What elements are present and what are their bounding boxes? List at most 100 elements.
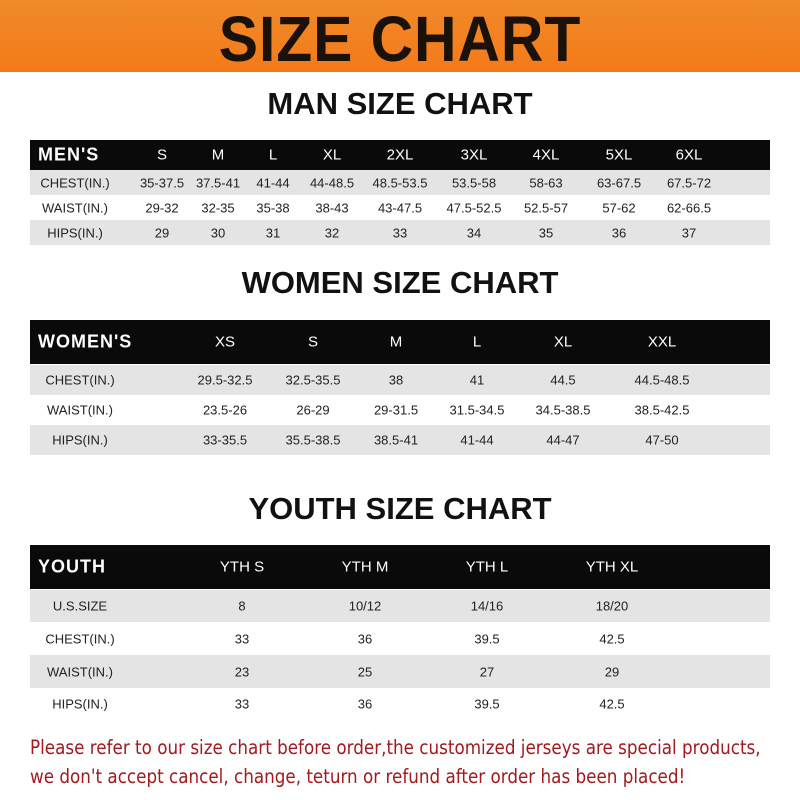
table-cell: 29-32 xyxy=(145,200,179,215)
table-cell: 33 xyxy=(234,696,250,711)
size-header: YTH M xyxy=(341,558,389,576)
table-row: HIPS(IN.) 33 36 39.5 42.5 xyxy=(30,688,770,719)
table-cell: 14/16 xyxy=(470,598,504,614)
women-header-row: WOMEN'S XS S M L XL XXL xyxy=(30,320,770,364)
size-header: XS xyxy=(214,333,236,351)
table-cell: 29-31.5 xyxy=(373,402,419,418)
table-cell: 47-50 xyxy=(645,432,679,448)
table-cell: 58-63 xyxy=(529,175,563,190)
table-row: U.S.SIZE 8 10/12 14/16 18/20 xyxy=(30,590,770,622)
table-cell: 27 xyxy=(479,664,495,679)
table-cell: 63-67.5 xyxy=(596,175,642,190)
table-cell: 38.5-42.5 xyxy=(634,402,690,418)
table-cell: 35.5-38.5 xyxy=(285,432,341,448)
notice-line-1: Please refer to our size chart before or… xyxy=(30,736,761,759)
size-header: YTH XL xyxy=(585,558,639,576)
table-cell: 33 xyxy=(392,225,408,240)
table-row: CHEST(IN.) 35-37.5 37.5-41 41-44 44-48.5 48.5… xyxy=(30,170,770,195)
table-cell: 29 xyxy=(154,225,170,240)
table-cell: 33 xyxy=(234,631,250,646)
table-cell: 23 xyxy=(234,664,250,679)
table-row: CHEST(IN.) 33 36 39.5 42.5 xyxy=(30,622,770,655)
row-label: WAIST(IN.) xyxy=(47,402,113,418)
table-cell: 44.5-48.5 xyxy=(634,372,690,388)
table-cell: 10/12 xyxy=(348,598,382,614)
notice-line-2: we don't accept cancel, change, teturn o… xyxy=(30,765,686,788)
table-cell: 29.5-32.5 xyxy=(197,372,253,388)
size-header: M xyxy=(211,146,225,164)
size-header: XL xyxy=(322,146,342,164)
table-cell: 35 xyxy=(538,225,554,240)
table-cell: 34.5-38.5 xyxy=(535,402,591,418)
table-cell: 44-48.5 xyxy=(309,175,355,190)
table-cell: 44.5 xyxy=(550,372,576,388)
banner-title: SIZE CHART xyxy=(218,3,582,75)
table-row: WAIST(IN.) 29-32 32-35 35-38 38-43 43-47.5 47.… xyxy=(30,195,770,220)
table-cell: 36 xyxy=(611,225,627,240)
row-label: WAIST(IN.) xyxy=(47,664,113,679)
youth-header-row: YOUTH YTH S YTH M YTH L YTH XL xyxy=(30,545,770,589)
size-header: 2XL xyxy=(386,146,414,164)
size-header: S xyxy=(156,146,168,164)
row-label: HIPS(IN.) xyxy=(52,432,108,448)
table-cell: 44-47 xyxy=(546,432,580,448)
row-label: CHEST(IN.) xyxy=(40,175,110,190)
row-label: HIPS(IN.) xyxy=(47,225,103,240)
table-cell: 38-43 xyxy=(315,200,349,215)
table-row: HIPS(IN.) 33-35.5 35.5-38.5 38.5-41 41-44 44-… xyxy=(30,425,770,455)
women-section-title: WOMEN SIZE CHART xyxy=(241,265,559,300)
table-cell: 32-35 xyxy=(201,200,235,215)
table-cell: 34 xyxy=(466,225,482,240)
size-header: YTH L xyxy=(465,558,509,576)
table-cell: 42.5 xyxy=(599,631,625,646)
table-cell: 35-37.5 xyxy=(139,175,185,190)
table-cell: 33-35.5 xyxy=(202,432,248,448)
table-cell: 30 xyxy=(210,225,226,240)
size-header: XXL xyxy=(647,333,677,351)
row-label: CHEST(IN.) xyxy=(45,372,115,388)
table-cell: 47.5-52.5 xyxy=(446,200,502,215)
table-corner-label: YOUTH xyxy=(38,556,106,577)
table-cell: 35-38 xyxy=(256,200,290,215)
table-cell: 36 xyxy=(357,696,373,711)
men-header-row: MEN'S S M L XL 2XL 3XL 4XL 5XL 6XL xyxy=(30,140,770,170)
table-corner-label: WOMEN'S xyxy=(38,331,133,352)
table-corner-label: MEN'S xyxy=(38,144,100,165)
table-row: HIPS(IN.) 29 30 31 32 33 34 35 36 37 xyxy=(30,220,770,245)
men-section-title: MAN SIZE CHART xyxy=(267,86,533,121)
row-label: HIPS(IN.) xyxy=(52,696,108,711)
table-cell: 36 xyxy=(357,631,373,646)
size-header: YTH S xyxy=(219,558,265,576)
table-cell: 42.5 xyxy=(599,696,625,711)
table-cell: 32 xyxy=(324,225,340,240)
table-cell: 18/20 xyxy=(595,598,629,614)
table-cell: 39.5 xyxy=(474,631,500,646)
table-cell: 41-44 xyxy=(460,432,494,448)
table-cell: 57-62 xyxy=(602,200,636,215)
table-cell: 62-66.5 xyxy=(666,200,712,215)
table-cell: 38.5-41 xyxy=(373,432,419,448)
size-header: XL xyxy=(553,333,573,351)
size-header: 3XL xyxy=(460,146,488,164)
table-cell: 25 xyxy=(357,664,373,679)
table-row: WAIST(IN.) 23.5-26 26-29 29-31.5 31.5-34.5 34… xyxy=(30,395,770,425)
row-label: WAIST(IN.) xyxy=(42,200,108,215)
row-label: U.S.SIZE xyxy=(52,598,108,614)
size-header: 4XL xyxy=(532,146,560,164)
size-header: S xyxy=(307,333,319,351)
banner: SIZE CHART xyxy=(0,0,800,75)
youth-section-title: YOUTH SIZE CHART xyxy=(248,491,552,526)
table-cell: 29 xyxy=(604,664,620,679)
row-label: CHEST(IN.) xyxy=(45,631,115,646)
table-cell: 31 xyxy=(265,225,281,240)
table-cell: 31.5-34.5 xyxy=(449,402,505,418)
size-header: 5XL xyxy=(605,146,633,164)
table-cell: 26-29 xyxy=(296,402,330,418)
table-cell: 53.5-58 xyxy=(451,175,497,190)
table-cell: 67.5-72 xyxy=(666,175,712,190)
table-cell: 41-44 xyxy=(256,175,290,190)
table-row: CHEST(IN.) 29.5-32.5 32.5-35.5 38 41 44.5 44.5… xyxy=(30,365,770,395)
order-notice: Please refer to our size chart before or… xyxy=(30,733,787,791)
table-cell: 41 xyxy=(469,372,485,388)
